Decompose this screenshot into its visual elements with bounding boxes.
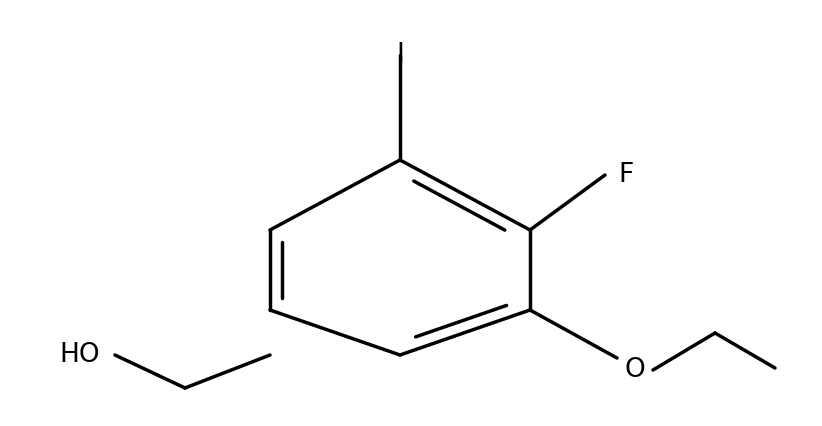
Text: HO: HO [59, 342, 100, 368]
Text: O: O [625, 357, 645, 383]
Text: I: I [396, 42, 404, 68]
Text: F: F [618, 162, 633, 188]
